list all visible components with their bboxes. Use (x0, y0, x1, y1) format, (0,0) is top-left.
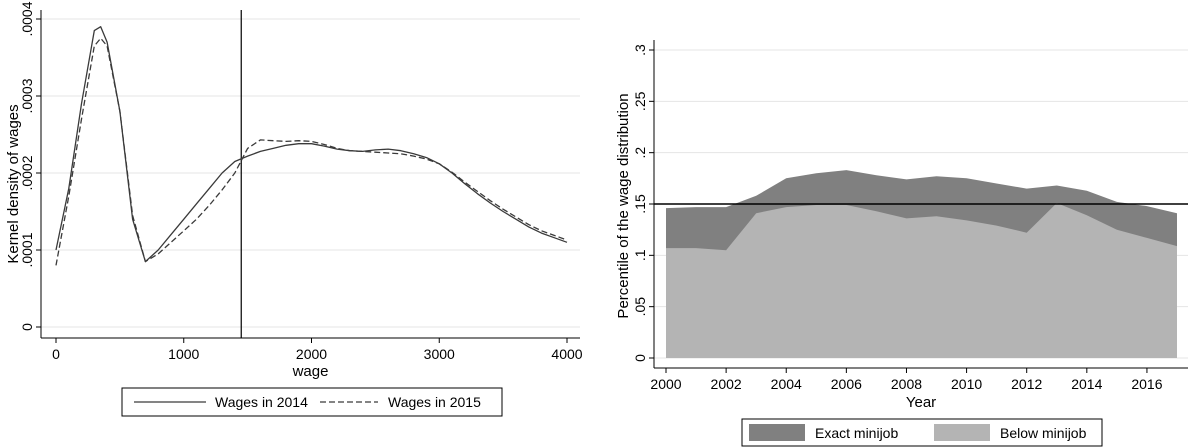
y-tick-label: .0004 (19, 1, 35, 36)
kernel-density-chart: 0 .0001 .0002 .0003 .0004 0 1000 2000 3000 4000 wa… (5, 1, 583, 417)
y-tick-label: .2 (632, 147, 648, 159)
x-axis-title: wage (292, 363, 329, 380)
x-axis-title: Year (906, 394, 936, 411)
x-tick-label: 2012 (1011, 376, 1042, 392)
legend-swatch (749, 424, 805, 441)
x-tick-label: 2000 (650, 376, 681, 392)
x-tick-label: 4000 (551, 346, 582, 362)
x-tick-label: 2010 (951, 376, 982, 392)
y-tick-label: .3 (632, 44, 648, 56)
legend-label: Below minijob (1000, 425, 1087, 441)
y-tick-label: .15 (632, 194, 648, 214)
y-axis-title: Percentile of the wage distribution (615, 93, 632, 318)
legend-label: Wages in 2015 (388, 394, 481, 410)
area-below-minijob (666, 203, 1177, 358)
legend-label: Wages in 2014 (215, 394, 308, 410)
y-tick-label: .0001 (19, 232, 35, 267)
y-tick-label: 0 (19, 323, 35, 331)
plot-area (41, 10, 580, 338)
legend-label: Exact minijob (815, 425, 898, 441)
y-tick-label: .1 (632, 249, 648, 261)
x-tick-label: 2006 (831, 376, 862, 392)
x-tick-label: 2014 (1071, 376, 1102, 392)
x-tick-label: 2016 (1131, 376, 1162, 392)
y-axis-title: Kernel density of wages (5, 104, 22, 263)
y-tick-label: .0002 (19, 155, 35, 190)
series-line-2 (55, 37, 568, 266)
x-tick-label: 3000 (424, 346, 455, 362)
legend-swatch (934, 424, 990, 441)
y-tick-label: .25 (632, 91, 648, 111)
x-tick-label: 2008 (891, 376, 922, 392)
minijob-percentile-chart: 0 .05 .1 .15 .2 .25 .3 2000 2002 2004 2006 2008 2010… (615, 40, 1188, 447)
x-tick-label: 2002 (711, 376, 742, 392)
x-tick-label: 2004 (771, 376, 802, 392)
x-tick-label: 1000 (168, 346, 199, 362)
y-tick-label: .0003 (19, 78, 35, 113)
y-tick-label: .05 (632, 297, 648, 317)
y-tick-label: 0 (632, 354, 648, 362)
x-tick-label: 0 (52, 346, 60, 362)
x-tick-label: 2000 (296, 346, 327, 362)
